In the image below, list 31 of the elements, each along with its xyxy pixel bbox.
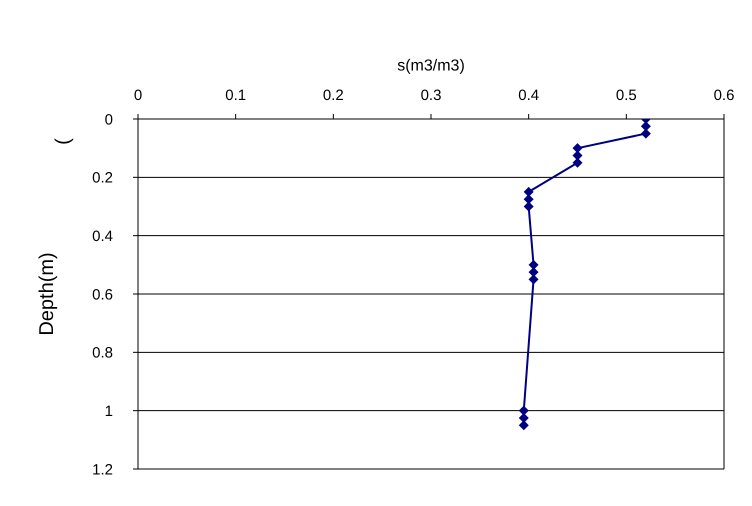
point [524,194,534,204]
point [528,267,539,278]
point [528,274,539,284]
x-tick-label: 0.4 [518,87,540,104]
y-tick-label: 1.2 [92,461,113,478]
y-axis-title: Depth(m) [36,252,58,336]
y-tick-label: 0.8 [92,344,113,362]
point [572,158,582,168]
x-axis-title: s(m3/m3) [397,57,465,74]
x-tick-label: 0.1 [225,87,246,104]
y-tick-label: 0.6 [92,286,113,304]
point [640,121,651,132]
point [524,202,534,212]
x-tick-label: 0.5 [616,87,637,104]
y-tick-label: 0 [104,111,113,128]
point [528,260,539,270]
annotation-text: ( [52,138,75,145]
x-tick-label: 0.6 [714,87,734,104]
y-tick-label: 0.4 [92,228,113,245]
point [524,186,534,197]
x-tick-label: 0 [134,87,142,104]
point [518,420,529,430]
point [572,143,582,154]
y-tick-label: 1 [104,402,113,420]
x-tick-label: 0.3 [420,87,442,104]
y-tick-label: 0.2 [92,170,113,187]
point [518,406,529,416]
point [518,412,529,423]
x-tick-label: 0.2 [322,87,344,104]
point [572,150,582,160]
point [640,128,651,139]
